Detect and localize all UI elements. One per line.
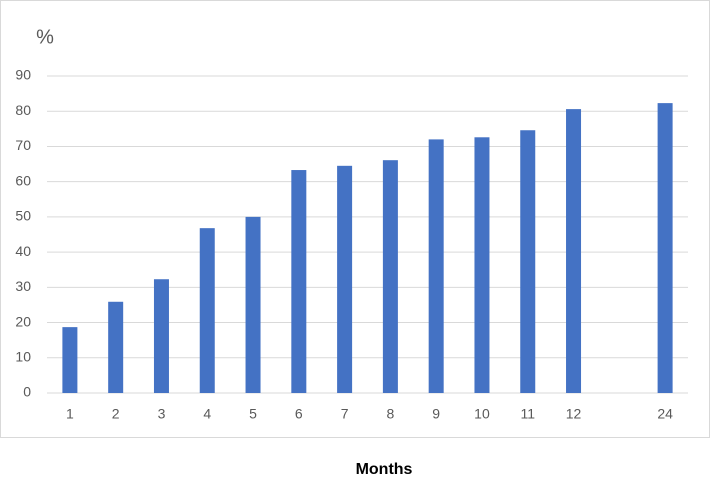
- bar: [474, 137, 490, 393]
- bar: [337, 165, 353, 393]
- bar: [108, 301, 124, 393]
- y-tick-label: 0: [23, 384, 31, 400]
- x-tick-label: 6: [295, 406, 303, 422]
- x-tick-label: 8: [386, 406, 394, 422]
- bar: [62, 327, 78, 393]
- y-tick-label: 70: [15, 137, 31, 153]
- x-tick-label: 9: [432, 406, 440, 422]
- bar: [657, 103, 673, 394]
- x-tick-label: 3: [158, 406, 166, 422]
- y-tick-label: 30: [15, 278, 31, 294]
- x-tick-label: 7: [341, 406, 349, 422]
- x-tick-label: 5: [249, 406, 257, 422]
- bar: [153, 279, 169, 393]
- x-tick-label: 24: [657, 406, 673, 422]
- x-tick-label: 10: [474, 406, 490, 422]
- y-tick-label: 90: [15, 67, 31, 83]
- y-tick-label: 50: [15, 208, 31, 224]
- x-tick-label: 1: [66, 406, 74, 422]
- y-tick-label: 60: [15, 172, 31, 188]
- bar: [245, 216, 261, 393]
- y-tick-label: 20: [15, 313, 31, 329]
- bar: [428, 139, 444, 393]
- x-tick-label: 2: [112, 406, 120, 422]
- y-axis-label: %: [36, 26, 54, 48]
- y-tick-label: 80: [15, 102, 31, 118]
- x-tick-label: 12: [566, 406, 582, 422]
- y-tick-label: 10: [15, 348, 31, 364]
- bar: [291, 170, 307, 393]
- bar: [382, 160, 398, 393]
- bar: [520, 130, 536, 393]
- y-tick-label: 40: [15, 243, 31, 259]
- bar: [566, 109, 582, 393]
- bar: [199, 228, 215, 393]
- x-axis-label: Months: [356, 461, 413, 478]
- x-tick-label: 4: [203, 406, 211, 422]
- x-tick-label: 11: [520, 406, 535, 422]
- chart-border: [0, 0, 710, 438]
